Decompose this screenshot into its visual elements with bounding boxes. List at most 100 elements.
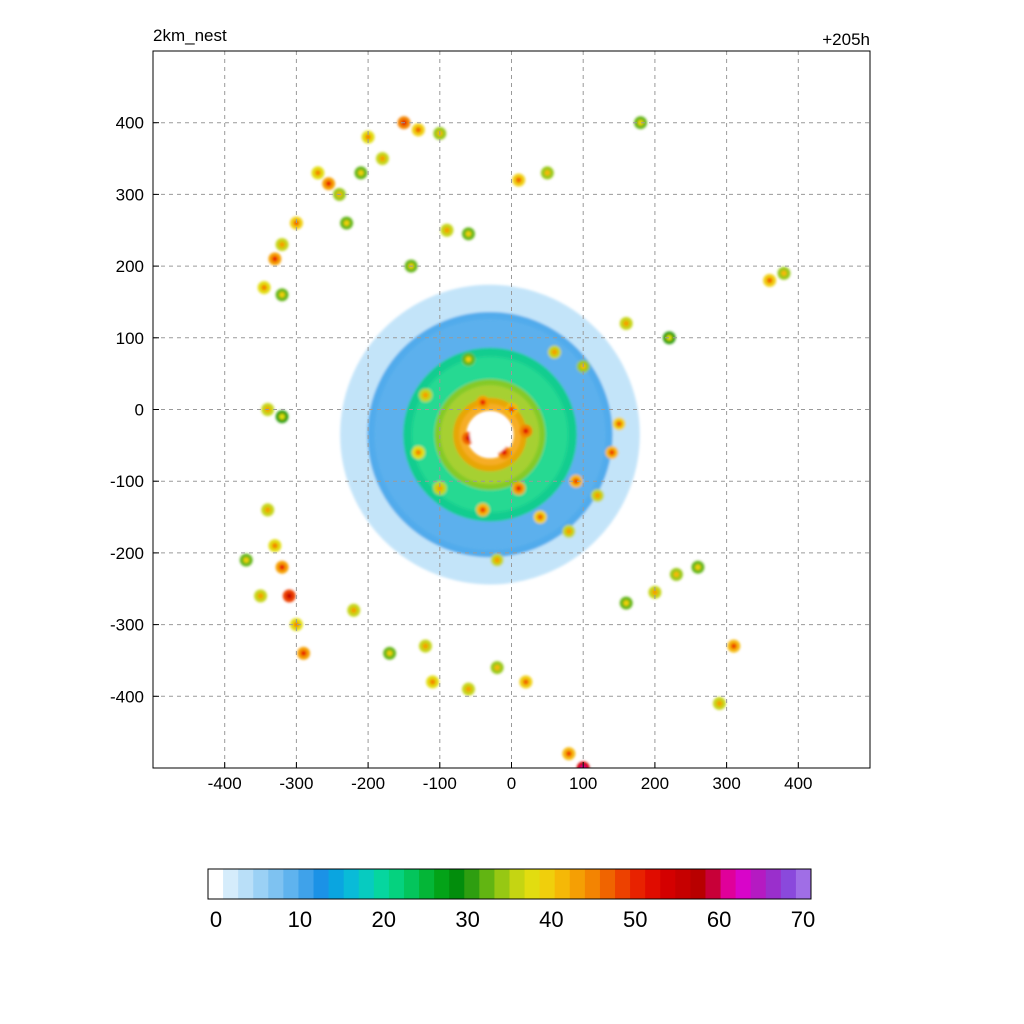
x-tick-label: 100	[569, 774, 597, 793]
colorbar-segment	[358, 869, 375, 899]
convective-cell-core	[325, 180, 332, 187]
x-tick-label: -100	[423, 774, 457, 793]
convective-cell-core	[479, 507, 486, 513]
colorbar-segment	[569, 869, 586, 899]
colorbar-segment	[524, 869, 541, 899]
colorbar-segment	[705, 869, 722, 899]
convective-cell-core	[551, 349, 558, 356]
x-tick-label: 200	[641, 774, 669, 793]
convective-cell-core	[261, 284, 268, 291]
colorbar-frame	[207, 868, 812, 900]
convective-cell-core	[286, 593, 293, 599]
convective-cell-core	[623, 320, 630, 327]
colorbar-segment	[509, 869, 526, 899]
convective-cell-core	[515, 177, 522, 183]
colorbar-segment	[434, 869, 450, 899]
colorbar-segment	[464, 869, 480, 899]
title-left: 2km_nest	[153, 26, 227, 45]
colorbar-tick-label: 30	[455, 907, 479, 932]
colorbar-segment	[238, 869, 254, 899]
x-tick-label: 300	[712, 774, 740, 793]
colorbar-segment	[645, 869, 661, 899]
x-tick-label: -300	[279, 774, 313, 793]
convective-cell-core	[350, 607, 357, 614]
y-tick-label: 0	[135, 401, 144, 420]
colorbar-segment	[750, 869, 767, 899]
convective-cell-core	[501, 449, 508, 456]
convective-cell-core	[781, 270, 787, 277]
colorbar-tick-label: 20	[371, 907, 395, 932]
convective-cell-core	[279, 291, 285, 298]
colorbar-tick-label: 60	[707, 907, 731, 932]
colorbar-segment	[795, 869, 812, 899]
y-tick-label: -100	[110, 472, 144, 491]
convective-cell-core	[293, 621, 300, 628]
colorbar-segment	[298, 869, 315, 899]
convective-cell-core	[479, 399, 486, 406]
colorbar-segment	[615, 869, 631, 899]
convective-cell-core	[465, 356, 472, 363]
convective-cell-core	[565, 528, 572, 535]
colorbar-segment	[584, 869, 601, 899]
rain-band-ring-2	[403, 347, 577, 522]
colorbar-segment	[328, 869, 345, 899]
convective-cell-core	[766, 277, 773, 284]
convective-cell-core	[565, 750, 572, 757]
convective-cell-core	[730, 643, 737, 649]
colorbar-segment	[479, 869, 495, 899]
rain-band-ring-4	[453, 398, 527, 472]
colorbar-segment	[539, 869, 556, 899]
convective-cell-core	[465, 686, 472, 692]
y-tick-label: 400	[116, 114, 144, 133]
convective-cell-core	[272, 256, 278, 262]
colorbar-tick-label: 70	[791, 907, 815, 932]
colorbar-tick-label: 0	[210, 907, 222, 932]
colorbar-segment	[630, 869, 646, 899]
x-tick-label: -200	[351, 774, 385, 793]
convective-cell-core	[386, 650, 393, 657]
colorbar: 0 10 20 30 40 50 60 70	[207, 868, 815, 932]
convective-cell-core	[609, 449, 615, 456]
colorbar-segment	[765, 869, 782, 899]
x-tick-label: 0	[507, 774, 516, 793]
colorbar-segment	[494, 869, 510, 899]
y-tick-label: -200	[110, 544, 144, 563]
convective-cell-core	[272, 542, 278, 549]
convective-cell-core	[695, 564, 701, 571]
convective-cell-core	[422, 643, 429, 649]
colorbar-segment	[735, 869, 752, 899]
rain-band-ring-3	[434, 379, 546, 490]
convective-cell-core	[716, 700, 723, 707]
convective-cell-core	[415, 127, 422, 133]
convective-cell-core	[257, 593, 264, 599]
convective-cell-core	[537, 514, 544, 520]
colorbar-segment	[373, 869, 390, 899]
convective-cell-core	[465, 230, 472, 237]
colorbar-segment	[343, 869, 360, 899]
colorbar-segment	[388, 869, 405, 899]
convective-cell-core	[673, 571, 680, 578]
colorbar-segment	[720, 869, 737, 899]
convective-cell-core	[415, 449, 422, 456]
x-axis: -400 -300 -200 -100 0 100 200 300 400	[208, 762, 812, 793]
colorbar-segment	[660, 869, 676, 899]
convective-cell-core	[623, 600, 630, 606]
convective-cell-core	[544, 170, 551, 176]
y-axis: -400 -300 -200 -100 0 100 200 300 400	[110, 114, 159, 706]
colorbar-segment	[780, 869, 797, 899]
y-tick-label: 300	[116, 185, 144, 204]
colorbar-segment	[449, 869, 465, 899]
convective-cell-core	[293, 220, 300, 226]
colorbar-segment	[403, 869, 420, 899]
convective-cell-core	[279, 564, 285, 571]
colorbar-segment	[690, 869, 706, 899]
convective-cell-core	[444, 227, 450, 234]
convective-cell-core	[515, 485, 522, 492]
x-tick-label: -400	[208, 774, 242, 793]
colorbar-segment	[223, 869, 239, 899]
convective-cell-core	[594, 492, 601, 499]
convective-cell-core	[494, 664, 501, 671]
colorbar-segment	[283, 869, 299, 899]
rain-band-ring-0	[340, 284, 640, 585]
convective-cell-core	[422, 392, 429, 399]
